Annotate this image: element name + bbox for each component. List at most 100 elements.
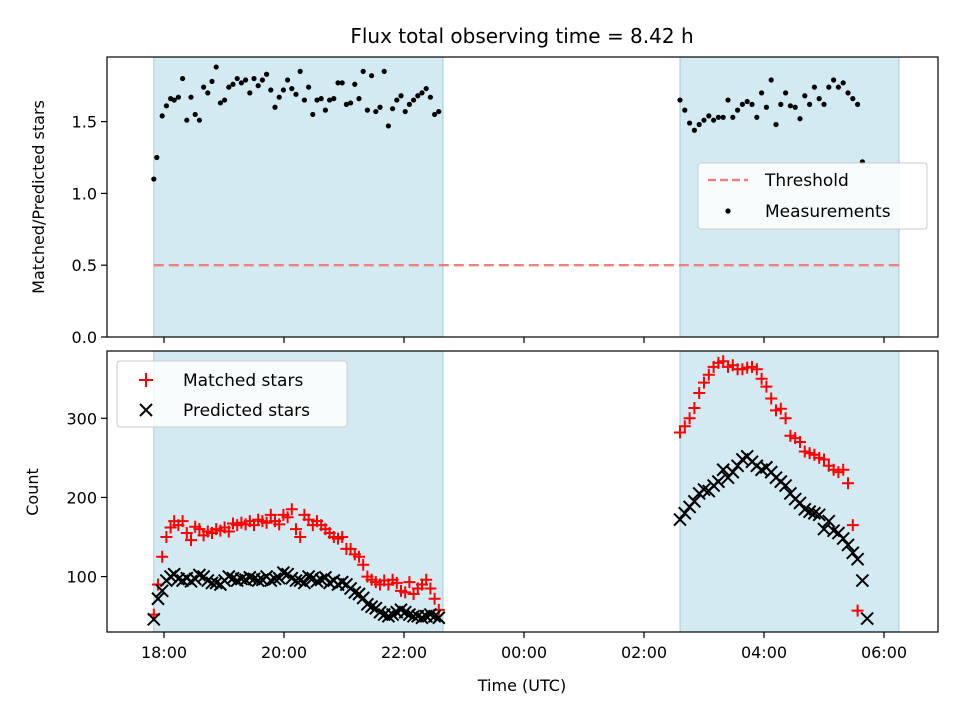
measurement-point [192,111,198,118]
measurement-point [749,101,755,107]
top-y-tick-label: 0.0 [72,328,97,347]
predicted-star-point [209,576,223,590]
measurement-point [415,93,421,99]
measurement-point [163,103,169,109]
measurement-point [423,85,429,92]
measurement-point [356,96,362,102]
measurement-point [725,97,731,103]
measurement-point [259,77,265,83]
measurement-points [151,64,866,182]
measurement-point [238,80,244,86]
matched-star-point [264,508,277,521]
predicted-star-point [415,611,429,625]
measurement-point [322,107,328,113]
measurement-point [787,103,794,109]
x-tick-label: 22:00 [381,643,427,662]
measurement-point [264,71,270,77]
measurement-point [759,90,765,96]
legend-predicted-label: Predicted stars [183,401,310,421]
measurement-point [381,68,387,74]
measurement-point [855,101,861,107]
x-tick-label: 06:00 [861,643,907,662]
measurement-point [730,114,736,120]
predicted-star-point [289,573,303,588]
measurement-point [778,101,784,107]
predicted-star-point [855,573,870,588]
measurement-point [835,84,842,90]
measurement-point [768,77,774,83]
measurement-point [251,75,257,82]
bottom-y-tick-label: 200 [66,488,97,507]
predicted-star-point [807,506,822,520]
measurement-point [687,120,693,126]
predicted-star-point [310,574,324,589]
predicted-star-point [678,506,692,520]
top-y-ticks: 0.0 0.5 1.0 1.5 [72,113,107,347]
predicted-star-point [778,478,793,493]
matched-star-point [674,426,686,439]
measurement-point [293,91,299,97]
measurement-point [276,94,282,100]
measurement-point [369,73,375,79]
predicted-star-point [673,512,687,527]
legend-measurements-swatch [725,208,731,214]
measurement-point [373,108,379,115]
predicted-star-point [364,599,379,614]
bottom-axes-frame [106,350,939,633]
measurement-point [682,107,688,113]
measurement-point [243,77,249,83]
measurement-point [394,97,400,103]
predicted-star-point [297,576,312,590]
measurement-point [184,117,190,123]
matched-star-point [180,527,193,540]
x-axis-label: Time (UTC) [477,676,566,695]
measurement-point [427,94,433,100]
measurement-point [691,127,698,133]
matched-star-point [760,380,773,393]
matched-star-point [818,453,830,466]
predicted-star-point [850,552,865,566]
predicted-star-point [201,573,215,588]
measurement-point [247,90,253,96]
chart-title: Flux total observing time = 8.42 h [350,24,693,48]
measurement-point [701,117,707,123]
matched-star-point [290,523,302,536]
measurement-point [390,106,396,112]
measurement-point [364,107,370,113]
predicted-star-point [385,607,400,622]
measurement-point [821,101,827,107]
measurement-point [234,75,240,82]
bottom-legend-box [116,360,348,428]
matched-star-point [281,511,294,524]
measurement-point [331,96,337,102]
matched-star-point [683,412,696,425]
x-tick-label: 02:00 [621,643,667,662]
legend-matched-swatch [139,373,153,387]
predicted-star-point [335,575,349,589]
matched-star-point [851,604,864,617]
measurement-point [255,83,261,89]
measurement-point [677,97,683,103]
measurement-point [735,107,741,113]
predicted-star-point [726,465,740,479]
measurement-point [268,87,274,93]
matched-star-point [403,576,416,589]
measurement-point [348,100,354,106]
predicted-star-point [427,609,442,623]
measurement-point [845,90,851,96]
predicted-star-point [301,569,316,584]
matched-star-point [160,531,173,544]
measurement-point [739,101,746,107]
predicted-star-point [155,584,169,598]
predicted-star-point [268,572,282,586]
bottom-panel: 100 200 300 18:00 20:00 22:00 00:00 02:00 04:00… [23,350,939,695]
predicted-star-point [394,603,408,617]
measurement-point [159,113,165,119]
measurement-point [339,80,345,86]
top-y-axis-label: Matched/Predicted stars [29,100,48,294]
predicted-star-point [697,482,711,497]
measurement-point [377,104,383,110]
measurement-point [280,87,286,93]
predicted-star-point [373,605,387,619]
measurement-point [196,117,202,123]
